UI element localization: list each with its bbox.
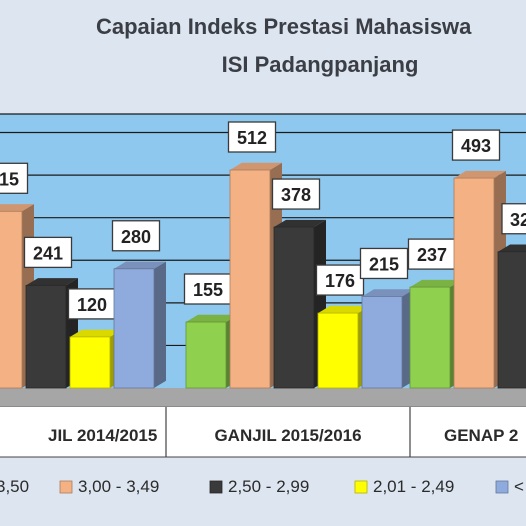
bar	[361, 296, 403, 389]
legend-label: 3,50	[0, 477, 29, 496]
bar	[273, 226, 315, 389]
bar-top	[454, 170, 506, 179]
data-label: 215	[369, 254, 399, 274]
bar-side	[154, 261, 166, 388]
data-label-box	[67, 288, 117, 320]
data-label-box	[227, 121, 277, 153]
data-label: 241	[33, 243, 63, 263]
data-label: 32	[510, 210, 526, 230]
plot-floor	[0, 388, 526, 407]
bar-top	[410, 279, 462, 288]
legend-swatch	[495, 480, 509, 494]
data-label-box	[0, 162, 29, 194]
data-label: 512	[237, 128, 267, 148]
bar-top	[186, 314, 238, 323]
legend-label: <	[514, 477, 524, 496]
bar-top	[114, 261, 166, 269]
legend-label: 2,50 - 2,99	[228, 477, 309, 496]
bar	[229, 169, 271, 389]
data-label-box	[23, 236, 73, 269]
category-label: JIL 2014/2015	[48, 426, 157, 445]
data-label: 120	[77, 295, 107, 315]
bar-top	[318, 305, 370, 314]
bar-top	[274, 219, 326, 228]
data-label: 493	[461, 136, 491, 156]
data-label: 237	[417, 245, 447, 265]
bar-top	[362, 289, 414, 297]
bar-top	[0, 204, 34, 212]
legend-label: 3,00 - 3,49	[78, 477, 159, 496]
category-label: GENAP 2	[444, 426, 518, 445]
bar	[185, 321, 227, 389]
bar	[317, 312, 359, 389]
data-label-box	[501, 203, 526, 235]
data-label: 176	[325, 271, 355, 291]
chart-title-line-1: Capaian Indeks Prestasi Mahasiswa	[96, 14, 472, 39]
bar-top	[26, 278, 78, 286]
bar	[0, 210, 23, 389]
bar	[453, 177, 495, 389]
category-label: GANJIL 2015/2016	[214, 426, 361, 445]
category-strip	[0, 407, 526, 457]
bar	[113, 268, 155, 389]
data-label: 155	[193, 280, 223, 300]
legend-swatch	[59, 480, 73, 494]
bar	[497, 251, 526, 389]
legend-swatch	[209, 480, 223, 494]
data-label-box	[315, 264, 365, 296]
data-label: 415	[0, 169, 19, 189]
bar-top	[498, 244, 526, 252]
chart-title-line-2: ISI Padangpanjang	[221, 52, 419, 77]
legend-label: 2,01 - 2,49	[373, 477, 454, 496]
data-label-box	[271, 178, 321, 210]
data-label: 378	[281, 185, 311, 205]
bar-top	[230, 162, 282, 170]
bar	[409, 286, 451, 389]
data-label-box	[111, 220, 161, 252]
data-label-box	[451, 129, 501, 161]
bar-top	[70, 329, 122, 337]
bar	[25, 284, 67, 389]
bar	[69, 336, 111, 389]
data-label: 280	[121, 227, 151, 247]
legend-swatch	[354, 480, 368, 494]
data-label-box	[359, 247, 409, 280]
